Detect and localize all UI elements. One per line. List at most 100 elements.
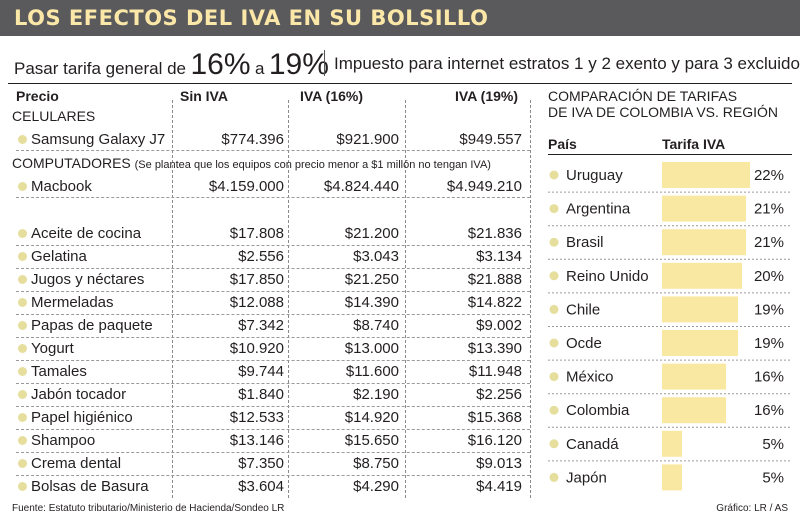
country-label: Reino Unido [566, 268, 649, 285]
header-sin-iva: Sin IVA [180, 88, 228, 104]
price-iva-19: $4.419 [476, 478, 522, 495]
rate-value-label: 19% [754, 335, 784, 352]
column-divider-4 [530, 100, 531, 498]
price-iva-19: $13.390 [467, 340, 522, 357]
product-name: Jabón tocador [31, 386, 127, 403]
price-iva-19: $949.557 [459, 131, 522, 148]
bullet-dot [549, 237, 559, 247]
rate-bar [662, 229, 746, 256]
source-note: Fuente: Estatuto tributario/Ministerio d… [12, 503, 285, 514]
product-name: Yogurt [31, 340, 74, 357]
bullet-dot [18, 275, 27, 284]
table-row: Bolsas de Basura $3.604 $4.290 $4.419 [8, 476, 530, 498]
header-iva-19: IVA (19%) [455, 88, 519, 104]
country-label: Argentina [566, 201, 631, 218]
bullet-dot [18, 390, 27, 399]
internet-tax-text: Impuesto para internet estratos 1 y 2 ex… [334, 54, 800, 74]
country-label: México [566, 369, 614, 386]
row-separator [16, 197, 530, 198]
price-sin-iva: $17.850 [229, 271, 284, 288]
price-sin-iva: $7.342 [238, 317, 284, 334]
bullet-dot [18, 459, 27, 468]
price-iva-16: $21.200 [344, 225, 399, 242]
table-row: Mermeladas $12.088 $14.390 $14.822 [8, 292, 530, 314]
bullet-dot [549, 304, 559, 314]
price-iva-19: $9.002 [476, 317, 522, 334]
graphic-credit: Gráfico: LR / AS [716, 503, 788, 514]
rate-value-label: 20% [754, 268, 784, 285]
product-name: Bolsas de Basura [31, 478, 149, 495]
country-label: Ocde [566, 335, 602, 352]
row-separator [16, 291, 530, 292]
rate-bar [662, 397, 726, 424]
chart-header-rate: Tarifa IVA [662, 136, 726, 152]
title-banner: LOS EFECTOS DEL IVA EN SU BOLSILLO [0, 0, 800, 36]
country-label: Canadá [566, 436, 619, 453]
bullet-dot [18, 252, 27, 261]
product-name: Aceite de cocina [31, 225, 142, 242]
rate-value-label: 5% [762, 469, 784, 486]
rate-value-label: 19% [754, 301, 784, 318]
price-sin-iva: $7.350 [238, 455, 284, 472]
section-computadores-label: COMPUTADORES [12, 155, 131, 171]
price-iva-19: $21.836 [467, 225, 522, 242]
product-name: Jugos y néctares [31, 271, 145, 288]
table-row: Papas de paquete $7.342 $8.740 $9.002 [8, 315, 530, 337]
table-row: Aceite de cocina $17.808 $21.200 $21.836 [8, 223, 530, 245]
column-divider-1 [172, 100, 173, 498]
bullet-dot [549, 204, 559, 214]
rate-bar [662, 464, 682, 491]
rate-change-text: Pasar tarifa general de 16% a 19% [14, 48, 329, 82]
rate-a: a [254, 59, 265, 78]
price-sin-iva: $774.396 [221, 131, 284, 148]
internet-tax-label: Impuesto para internet [334, 54, 505, 73]
price-sin-iva: $12.533 [229, 409, 284, 426]
country-label: Japón [566, 469, 607, 486]
chart-header-country: País [548, 136, 577, 152]
row-separator [16, 268, 530, 269]
table-row: Yogurt $10.920 $13.000 $13.390 [8, 338, 530, 360]
row-separator [16, 337, 530, 338]
rate-value-label: 5% [762, 436, 784, 453]
rate-bar [662, 262, 742, 289]
column-divider-3 [405, 100, 406, 498]
row-separator [16, 429, 530, 430]
price-iva-16: $8.740 [353, 317, 399, 334]
subtitle-rule [8, 83, 792, 84]
row-separator [16, 452, 530, 453]
row-separator [16, 314, 530, 315]
bullet-dot [549, 338, 559, 348]
price-sin-iva: $10.920 [229, 340, 284, 357]
chart-header-rule [548, 154, 792, 155]
bullet-dot [18, 413, 27, 422]
price-iva-16: $15.650 [344, 432, 399, 449]
rate-bar-chart: Uruguay 22% Argentina 21% Brasil 21% Reino Uni… [548, 162, 792, 491]
row-separator [16, 383, 530, 384]
rate-change-label: Pasar tarifa general de [14, 59, 186, 78]
country-label: Brasil [566, 234, 604, 251]
price-iva-19: $2.256 [476, 386, 522, 403]
table-row: Papel higiénico $12.533 $14.920 $15.368 [8, 407, 530, 429]
price-iva-16: $3.043 [353, 248, 399, 265]
price-sin-iva: $12.088 [229, 294, 284, 311]
bullet-dot [18, 298, 27, 307]
country-label: Uruguay [566, 167, 623, 184]
bullet-dot [18, 229, 27, 238]
price-iva-16: $14.390 [344, 294, 399, 311]
rate-bar [662, 330, 738, 356]
rate-bar [662, 430, 682, 457]
price-iva-19: $4.949.210 [446, 178, 522, 195]
rate-value-label: 21% [754, 234, 784, 251]
price-iva-19: $21.888 [467, 271, 522, 288]
bullet-dot [549, 271, 559, 281]
rate-value-label: 16% [754, 369, 784, 386]
bullet-dot [18, 182, 27, 191]
page-title: LOS EFECTOS DEL IVA EN SU BOLSILLO [14, 6, 489, 30]
row-separator [16, 475, 530, 476]
table-row: Crema dental $7.350 $8.750 $9.013 [8, 453, 530, 475]
section-computadores: COMPUTADORES (Se plantea que los equipos… [12, 155, 491, 171]
price-iva-19: $16.120 [467, 432, 522, 449]
product-name: Samsung Galaxy J7 [31, 131, 166, 148]
price-iva-16: $21.250 [344, 271, 399, 288]
bullet-dot [549, 372, 559, 382]
